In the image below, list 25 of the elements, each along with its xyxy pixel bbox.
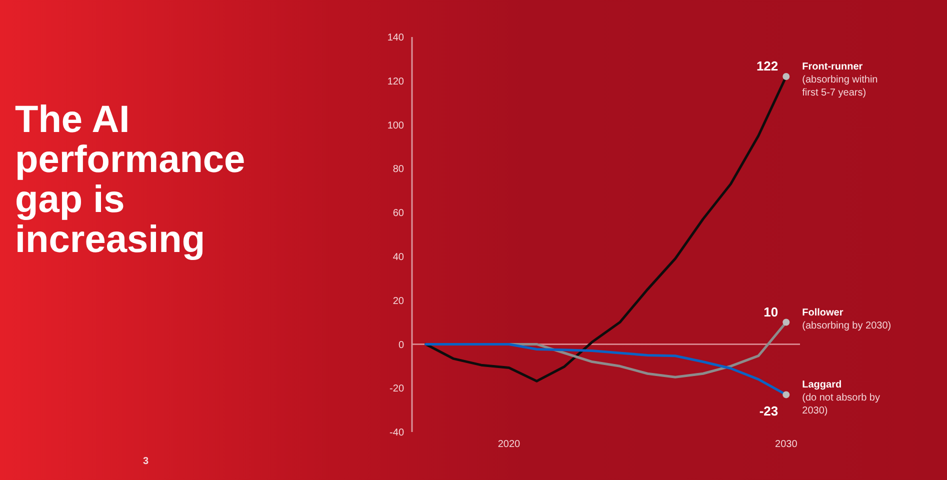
text: The AI performance gap is increasing <box>15 99 246 261</box>
annotation: (do not absorb by 2030) <box>802 392 880 417</box>
y-tick-label: 20 <box>392 296 404 307</box>
text: 3 <box>143 456 149 467</box>
series-label: Front-runner <box>802 62 863 72</box>
y-tick-label: 100 <box>387 120 404 132</box>
y-tick-label: 120 <box>387 76 404 88</box>
point <box>782 73 790 80</box>
data-label: 122 <box>756 58 778 74</box>
data-label: -23 <box>759 404 778 419</box>
x-tick-label: 2030 <box>775 439 798 450</box>
y-tick-label: -40 <box>390 428 404 439</box>
annotation: (absorbing by 2030) <box>802 320 892 332</box>
y-tick-label: -20 <box>390 384 404 395</box>
y-tick-label: 60 <box>392 208 404 220</box>
series-label: Follower <box>802 307 844 318</box>
data-label: 10 <box>764 304 778 320</box>
x-tick-label: 2020 <box>498 439 521 450</box>
y-tick-label: 40 <box>392 252 404 263</box>
y-tick-label: 80 <box>392 164 404 176</box>
y-tick-label: 0 <box>398 340 404 351</box>
y-tick-label: 140 <box>387 32 404 44</box>
point <box>782 318 790 326</box>
series-label: Laggard <box>802 380 842 391</box>
point <box>782 391 790 398</box>
